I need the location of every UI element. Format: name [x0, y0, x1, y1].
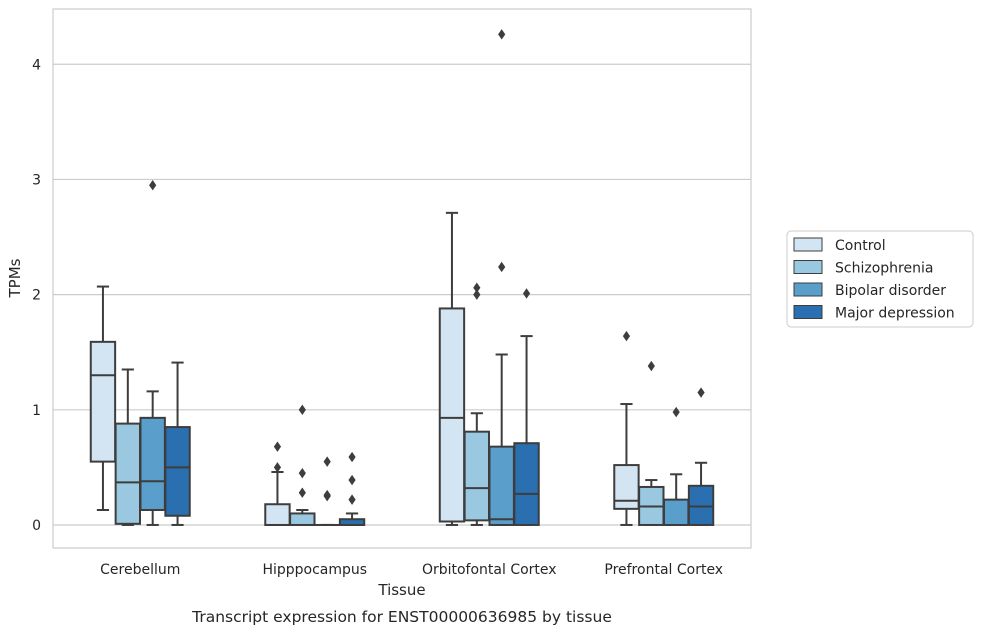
- box-group: [463, 282, 491, 526]
- x-ticks: Cerebellum Hipppocampus Orbitofontal Corte…: [100, 562, 723, 578]
- outlier-point: [498, 29, 506, 40]
- outlier-point: [672, 406, 680, 418]
- box-group: [662, 406, 690, 526]
- outlier-point: [323, 489, 331, 501]
- y-tick-label: 1: [32, 403, 41, 419]
- outlier-point: [473, 289, 481, 300]
- boxes: [89, 29, 715, 526]
- outlier-point: [298, 404, 306, 415]
- legend-label: Control: [835, 238, 886, 254]
- y-tick-label: 2: [32, 288, 41, 304]
- box: [264, 503, 291, 526]
- plot-frame: [52, 8, 752, 549]
- outlier-point: [647, 360, 655, 372]
- legend-swatch: [793, 305, 823, 319]
- outlier-point: [348, 474, 356, 486]
- box-group: [313, 456, 341, 526]
- box-group: [289, 404, 316, 526]
- box-group: [264, 441, 291, 526]
- y-ticks: 0 1 2 3 4: [32, 57, 41, 534]
- x-tick-label: Prefrontal Cortex: [604, 562, 723, 578]
- x-axis-label: Tissue: [377, 581, 425, 599]
- box: [662, 498, 690, 526]
- outlier-point: [273, 441, 282, 452]
- box: [438, 307, 466, 523]
- box-group: [164, 361, 191, 526]
- box: [114, 422, 142, 525]
- box: [613, 464, 640, 510]
- box: [164, 426, 191, 517]
- legend-label: Schizophrenia: [835, 261, 933, 277]
- chart-title: Transcript expression for ENST0000063698…: [191, 608, 612, 626]
- legend-label: Major depression: [835, 306, 955, 322]
- x-tick-label: Orbitofontal Cortex: [422, 562, 557, 578]
- outlier-point: [697, 387, 705, 398]
- y-tick-label: 0: [32, 518, 41, 534]
- box-group: [613, 330, 640, 526]
- box-group: [114, 368, 142, 526]
- y-tick-label: 3: [32, 172, 41, 188]
- outlier-point: [348, 494, 356, 505]
- box-group: [513, 288, 540, 526]
- outlier-point: [473, 282, 481, 293]
- outlier-point: [149, 180, 157, 191]
- box: [463, 430, 491, 522]
- legend-label: Bipolar disorder: [835, 283, 946, 299]
- y-axis-label: TPMs: [6, 258, 24, 298]
- outlier-point: [498, 261, 506, 273]
- legend: Control Schizophrenia Bipolar disorder Majo…: [786, 230, 974, 328]
- box-group: [638, 360, 665, 526]
- outlier-point: [273, 462, 282, 473]
- box-group: [338, 451, 366, 526]
- legend-swatch: [793, 260, 823, 274]
- box: [289, 512, 316, 526]
- y-tick-label: 4: [32, 57, 41, 73]
- box: [89, 340, 117, 463]
- box: [488, 445, 515, 526]
- x-tick-label: Cerebellum: [100, 562, 180, 578]
- legend-frame: [786, 230, 974, 328]
- gridlines: [53, 63, 751, 526]
- legend-swatch: [793, 237, 823, 252]
- outlier-point: [323, 456, 331, 467]
- box-group: [139, 180, 166, 526]
- box: [687, 484, 715, 526]
- outlier-point: [622, 330, 631, 342]
- outlier-point: [298, 467, 306, 479]
- box-group: [438, 211, 466, 526]
- outlier-point: [348, 451, 356, 463]
- x-tick-label: Hipppocampus: [262, 562, 367, 578]
- outlier-point: [522, 288, 531, 299]
- box: [139, 416, 166, 511]
- box-group: [89, 285, 117, 511]
- box-group: [488, 29, 515, 526]
- box: [513, 442, 540, 526]
- box-group: [687, 387, 715, 526]
- outlier-point: [298, 487, 306, 498]
- legend-swatch: [793, 282, 823, 297]
